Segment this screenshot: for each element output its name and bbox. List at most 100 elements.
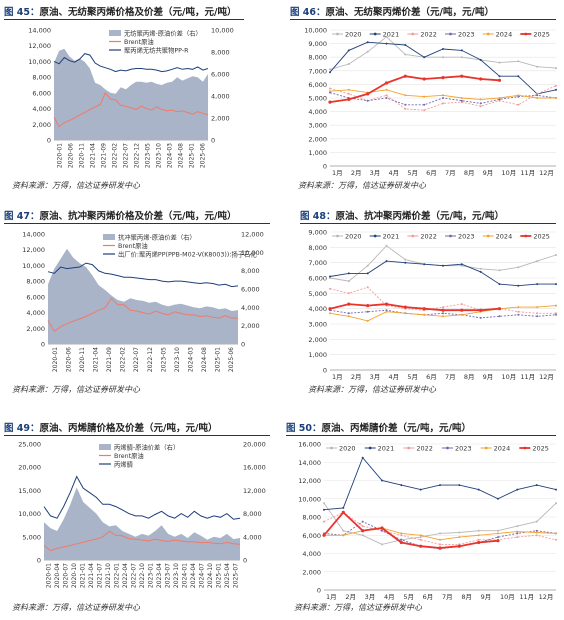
x-tick-label: 2024-08	[201, 347, 208, 372]
series-point	[385, 94, 388, 97]
x-tick-label: 2025-04	[224, 563, 231, 588]
series-point	[442, 97, 444, 99]
legend-swatch	[99, 444, 111, 450]
x-tick-label: 2021-09	[101, 143, 108, 168]
y-left-tick-label: 5,000	[22, 533, 41, 541]
series-point	[517, 284, 520, 287]
series-point	[517, 306, 520, 309]
y-tick-label: 1,000	[308, 351, 327, 359]
source-note: 资料来源：万得，信达证券研发中心	[12, 385, 140, 394]
x-tick-label: 12月	[539, 593, 554, 601]
series-point	[323, 520, 325, 523]
series-point	[404, 53, 407, 56]
x-tick-label: 4月	[389, 169, 400, 177]
y-tick-label: 14,000	[298, 459, 321, 467]
panel-title: 图 45：原油、无纺聚丙烯价格及价差（元/吨，元/吨）	[4, 4, 244, 20]
panel-fig46: 图 46：原油、无纺聚丙烯价差（元/吨，元/吨） 0 1,000 2,000 3,00…	[290, 4, 560, 196]
x-tick-label: 2023-04	[156, 563, 163, 588]
series-point	[479, 316, 482, 319]
series-point	[555, 254, 557, 256]
x-tick-label: 2月	[351, 169, 362, 177]
price-spread-chart-47: 0 2,000 4,000 6,000 8,000 10,000 12,000 14,000 0…	[22, 231, 264, 373]
series-point	[342, 529, 345, 532]
series-point	[329, 68, 331, 71]
panel-fig50: 图 50：原油、丙烯腈价差（元/吨，元/吨） 0 2,000 4,000 6,000 8…	[286, 420, 560, 616]
series-point	[497, 532, 499, 535]
x-tick-label: 1月	[326, 593, 337, 601]
x-tick-label: 2025-06	[228, 347, 235, 372]
series-point	[439, 543, 441, 546]
series-point	[404, 103, 407, 106]
y-left-tick-label: 15,000	[18, 487, 41, 495]
x-tick-label: 5月	[403, 593, 414, 601]
y-tick-label: 0	[317, 587, 321, 595]
series-point	[366, 50, 369, 53]
legend-label: 2023	[455, 445, 472, 453]
y-tick-label: 7,000	[308, 67, 327, 75]
legend-marker	[524, 32, 528, 36]
x-tick-label: 2023-10	[173, 563, 180, 588]
y-right-tick-label: 8,000	[243, 510, 262, 518]
series-point	[535, 534, 538, 537]
legend-label: Brent原油	[118, 241, 148, 250]
y-right-tick-label: 0	[241, 341, 245, 349]
x-tick-label: 2025-07	[233, 563, 240, 588]
series-point	[423, 263, 426, 266]
legend-label: 2024	[494, 445, 511, 453]
x-tick-label: 2020-01	[45, 563, 52, 588]
series-point	[555, 88, 557, 91]
series-point	[517, 103, 520, 106]
series-point	[361, 520, 364, 523]
series-point	[555, 304, 557, 307]
series-point	[385, 35, 388, 38]
legend-label: Brent原油	[114, 451, 144, 460]
series-point	[536, 312, 539, 315]
series-point	[479, 77, 483, 81]
y-right-tick-label: 2,000	[211, 115, 230, 123]
series-area	[48, 248, 238, 344]
legend-label: 丙烯腈	[114, 460, 134, 469]
y-right-tick-label: 20,000	[243, 441, 266, 449]
legend-label: 聚丙烯无纺共聚物PP-R	[124, 46, 189, 55]
y-tick-label: 0	[323, 163, 327, 171]
series-point	[366, 319, 369, 322]
y-right-tick-label: 4,000	[243, 533, 262, 541]
x-tick-label: 2021-10	[105, 563, 112, 588]
series-point	[536, 315, 539, 318]
legend-marker	[336, 32, 339, 36]
series-point	[479, 270, 482, 273]
legend-marker	[336, 234, 339, 238]
series-point	[381, 529, 383, 532]
legend-label: 2021	[383, 31, 400, 39]
series-point	[498, 97, 501, 99]
y-tick-label: 9,000	[308, 40, 327, 48]
y-tick-label: 8,000	[308, 244, 327, 252]
x-tick-label: 2025-01	[189, 143, 196, 168]
x-tick-label: 9月	[483, 169, 494, 177]
series-point	[361, 534, 364, 537]
x-tick-label: 2月	[351, 373, 362, 381]
series-point	[477, 529, 480, 532]
series-point	[381, 479, 383, 482]
series-line	[329, 36, 557, 70]
figure-number: 图 50：	[286, 423, 322, 434]
series-point	[442, 94, 444, 97]
y-tick-label: 4,000	[308, 305, 327, 313]
x-tick-label: 2023-07	[165, 563, 172, 588]
x-tick-label: 2022-07	[133, 347, 140, 372]
series-point	[419, 534, 422, 537]
y-left-tick-label: 4,000	[26, 309, 45, 317]
series-point	[403, 74, 407, 78]
panel-title: 图 46：原油、无纺聚丙烯价差（元/吨，元/吨）	[290, 4, 556, 20]
series-point	[479, 58, 482, 61]
y-right-tick-label: 8,000	[241, 267, 260, 275]
series-point	[460, 49, 463, 52]
y-tick-label: 10,000	[304, 27, 327, 35]
x-tick-label: 2022-01	[113, 563, 120, 588]
x-tick-label: 2025-01	[215, 347, 222, 372]
series-point	[497, 78, 502, 82]
y-left-tick-label: 12,000	[22, 246, 45, 254]
series-line	[329, 245, 557, 282]
y-left-tick-label: 0	[41, 341, 45, 349]
series-point	[479, 267, 482, 270]
